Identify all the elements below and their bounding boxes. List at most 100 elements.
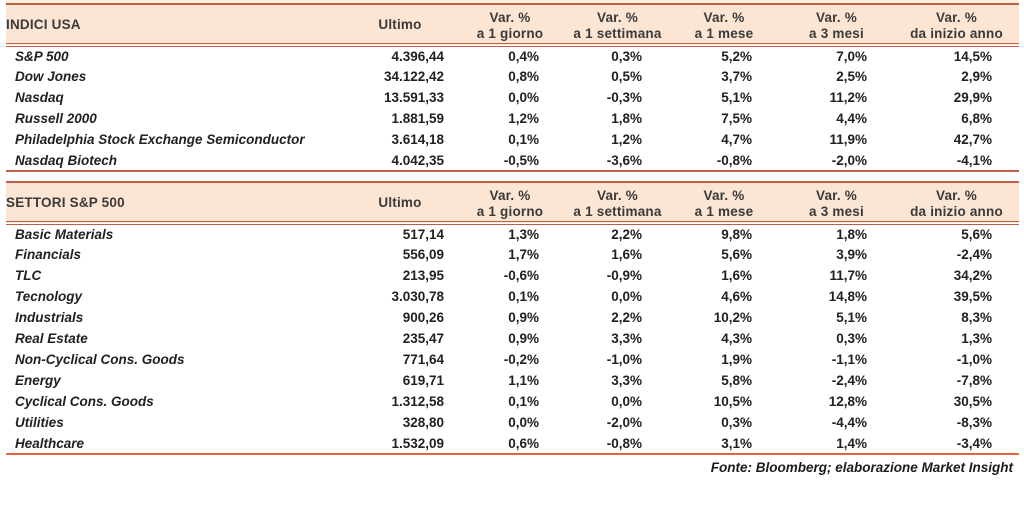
row-label: Nasdaq Biotech [6, 150, 346, 172]
var-value: 5,1% [721, 90, 752, 105]
period-label: a 3 mesi [809, 25, 864, 41]
ultimo-value: 900,26 [402, 310, 444, 325]
var-value: 1,1% [508, 373, 539, 388]
var-percent-label: Var. % [703, 9, 745, 25]
table-row: Energy 619,71 1,1% 3,3% 5,8% -2,4% -7,8% [6, 370, 1019, 391]
var-percent-label: Var. % [597, 9, 638, 25]
var-value: 4,3% [721, 331, 752, 346]
row-label: Russell 2000 [15, 111, 97, 126]
var-value: 4,6% [721, 289, 752, 304]
var-value: 3,7% [721, 69, 752, 84]
row-label: Basic Materials [15, 227, 114, 242]
row-label: Utilities [15, 415, 64, 430]
var-value: 42,7% [953, 132, 992, 147]
var-value: 12,8% [828, 394, 867, 409]
var-value: 9,8% [721, 227, 752, 242]
var-value: 1,6% [721, 268, 752, 283]
var-value: 29,9% [953, 90, 992, 105]
var-value: -0,8% [566, 433, 669, 455]
row-label: Real Estate [15, 331, 88, 346]
var-value: 14,5% [953, 49, 992, 64]
var-3month-column-header: Var. % a 3 mesi [779, 3, 894, 47]
period-label: a 3 mesi [809, 203, 864, 219]
var-value: 1,3% [961, 331, 992, 346]
row-label: Financials [15, 247, 82, 262]
var-value: 11,7% [829, 268, 867, 283]
indici-usa-header: INDICI USA Ultimo Var. % a 1 giorno Var.… [6, 3, 1019, 47]
table-row: Financials 556,09 1,7% 1,6% 5,6% 3,9% -2,4% [6, 244, 1019, 265]
table-row: Nasdaq 13.591,33 0,0% -0,3% 5,1% 11,2% 29,9% [6, 87, 1019, 108]
table-row: Real Estate 235,47 0,9% 3,3% 4,3% 0,3% 1,3% [6, 328, 1019, 349]
var-1month-column-header: Var. % a 1 mese [669, 3, 779, 47]
var-percent-label: Var. % [703, 187, 745, 203]
ultimo-value: 13.591,33 [383, 90, 444, 105]
settori-sp500-header: SETTORI S&P 500 Ultimo Var. % a 1 giorno… [6, 181, 1019, 225]
period-label: a 1 settimana [573, 203, 662, 219]
var-value: 4,7% [721, 132, 752, 147]
var-value: 14,8% [828, 289, 867, 304]
var-value: 2,9% [961, 69, 992, 84]
var-value: 0,0% [611, 394, 642, 409]
var-1month-column-header: Var. % a 1 mese [669, 181, 779, 225]
table-row: Basic Materials 517,14 1,3% 2,2% 9,8% 1,8% 5,6… [6, 223, 1019, 244]
var-percent-label: Var. % [936, 187, 977, 203]
var-value: 0,4% [508, 49, 539, 64]
source-note: Fonte: Bloomberg; elaborazione Market In… [710, 460, 1013, 475]
var-value: -0,3% [606, 90, 642, 105]
table-row: S&P 500 4.396,44 0,4% 0,3% 5,2% 7,0% 14,5% [6, 45, 1019, 66]
var-value: 0,1% [508, 132, 539, 147]
var-percent-label: Var. % [816, 9, 857, 25]
period-label: a 1 giorno [476, 203, 544, 219]
var-value: 1,6% [611, 247, 642, 262]
ultimo-value: 235,47 [402, 331, 444, 346]
header-row: INDICI USA Ultimo Var. % a 1 giorno Var.… [6, 3, 1019, 47]
var-value: 1,2% [508, 111, 539, 126]
var-value: 5,8% [721, 373, 752, 388]
ultimo-column-header: Ultimo [346, 3, 454, 47]
ultimo-value: 556,09 [402, 247, 444, 262]
ultimo-value: 517,14 [402, 227, 444, 242]
period-label: da inizio anno [910, 203, 1003, 219]
var-value: 0,0% [611, 289, 642, 304]
var-value: -2,0% [606, 415, 642, 430]
var-value: 3,9% [836, 247, 867, 262]
var-value: 8,3% [961, 310, 992, 325]
var-1day-column-header: Var. % a 1 giorno [454, 181, 566, 225]
var-value: 0,3% [611, 49, 642, 64]
table-row: Cyclical Cons. Goods 1.312,58 0,1% 0,0% 10,5… [6, 391, 1019, 412]
var-value: -7,8% [956, 373, 992, 388]
var-value: 1,8% [611, 111, 642, 126]
var-value: 1,7% [508, 247, 539, 262]
var-value: 0,0% [508, 90, 539, 105]
table-title: INDICI USA [6, 3, 346, 47]
table-row: Dow Jones 34.122,42 0,8% 0,5% 3,7% 2,5% 2,9% [6, 66, 1019, 87]
var-1week-column-header: Var. % a 1 settimana [566, 181, 669, 225]
period-label: da inizio anno [910, 25, 1003, 41]
var-value: -4,1% [894, 150, 1019, 172]
var-value: 0,0% [508, 415, 539, 430]
table-row: Russell 2000 1.881,59 1,2% 1,8% 7,5% 4,4% 6,8% [6, 108, 1019, 129]
var-value: -0,8% [669, 150, 779, 172]
var-value: 6,8% [961, 111, 992, 126]
var-value: 7,5% [721, 111, 752, 126]
var-value: 5,2% [721, 49, 752, 64]
var-1week-column-header: Var. % a 1 settimana [566, 3, 669, 47]
var-value: 0,9% [508, 331, 539, 346]
period-label: a 1 mese [694, 25, 754, 41]
var-value: 11,2% [829, 90, 867, 105]
var-value: 7,0% [836, 49, 867, 64]
var-value: -0,2% [503, 352, 539, 367]
var-value: 1,8% [836, 227, 867, 242]
var-value: -2,4% [831, 373, 867, 388]
var-value: 4,4% [836, 111, 867, 126]
row-label: TLC [15, 268, 42, 283]
var-value: 30,5% [953, 394, 992, 409]
row-label: Healthcare [6, 433, 346, 455]
var-value: -1,0% [956, 352, 992, 367]
settori-sp500-body: Basic Materials 517,14 1,3% 2,2% 9,8% 1,8% 5,6… [6, 223, 1019, 455]
row-label: Philadelphia Stock Exchange Semiconducto… [15, 132, 305, 147]
ultimo-value: 4.396,44 [391, 49, 444, 64]
var-value: 1,2% [611, 132, 642, 147]
var-value: -1,1% [831, 352, 867, 367]
row-label: Dow Jones [15, 69, 87, 84]
